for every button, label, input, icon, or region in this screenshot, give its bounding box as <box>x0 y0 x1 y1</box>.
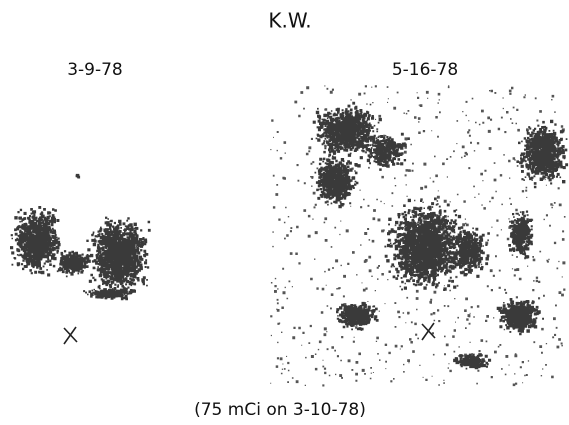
scan-blob <box>10 206 61 277</box>
scan-blob <box>85 216 151 299</box>
scan-blob <box>453 353 492 370</box>
scan-blob <box>496 298 544 336</box>
markers <box>63 322 436 345</box>
scan-blob <box>336 301 379 331</box>
scan-blob <box>384 197 468 291</box>
scan-blob <box>451 226 490 278</box>
scans <box>10 85 569 387</box>
x-marker <box>421 322 436 341</box>
scan-blob <box>83 287 136 301</box>
scan-blob <box>516 119 569 189</box>
caption: (75 mCi on 3-10-78) <box>194 400 366 420</box>
title: K.W. <box>268 9 311 33</box>
panel-label: 5-16-78 <box>392 60 458 80</box>
panel-label: 3-9-78 <box>67 60 123 80</box>
scan-blob <box>508 210 534 259</box>
x-marker <box>63 326 78 345</box>
scan-blob <box>312 101 382 160</box>
scan-blob <box>314 155 361 209</box>
scan-speckle <box>270 85 566 387</box>
scan-blob <box>56 250 91 278</box>
scan-blob <box>75 173 81 179</box>
scan-blob <box>365 132 410 171</box>
